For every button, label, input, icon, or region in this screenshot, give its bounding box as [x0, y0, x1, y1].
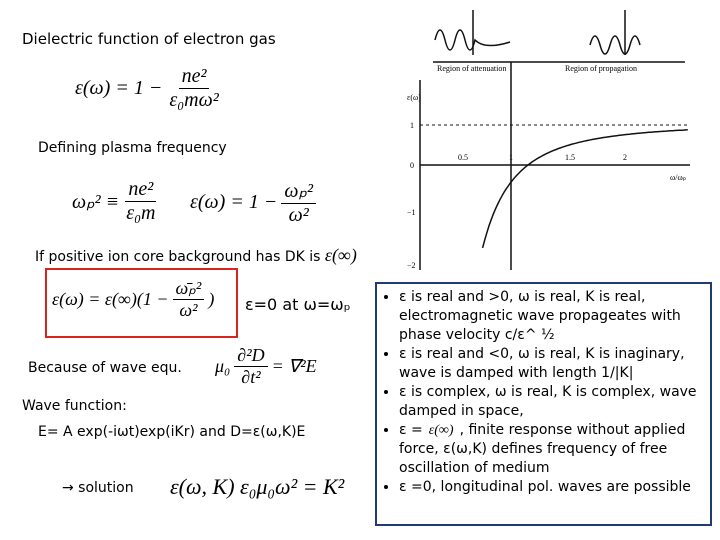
eq-part: ε(ω) = ε(∞)(1 −: [52, 289, 169, 309]
eq-num: ω̄ₚ²: [172, 278, 205, 300]
equation: ε(ω) = 1 − ne² ε₀mω²: [75, 65, 226, 112]
tick-label: −2: [407, 261, 416, 270]
eq-part: ωₚ² ≡: [72, 191, 120, 213]
highlight-box: [45, 268, 238, 338]
equation: ε(ω) = 1 − ωₚ² ω²: [190, 178, 320, 227]
equation: ε(ω, K) ε₀μ₀ω² = K²: [170, 474, 345, 499]
equation: ε(ω) = ε(∞)(1 − ω̄ₚ² ω² ): [52, 278, 214, 321]
label: → solution: [62, 480, 134, 496]
tick-label: −1: [407, 208, 416, 217]
bullet-list: ε is real and >0, ω is real, K is real, …: [381, 288, 706, 497]
bullet: ε =0, longitudinal pol. waves are possib…: [399, 478, 706, 497]
bullet: ε = ε(∞), finite response without applied…: [399, 421, 706, 478]
curve: [481, 129, 688, 249]
axis-label: ω/ωₚ: [670, 173, 686, 182]
bullet: ε is real and <0, ω is real, K is inagin…: [399, 345, 706, 383]
region-label: Region of propagation: [565, 64, 637, 73]
eq-num: ne²: [178, 65, 210, 89]
text: ε =: [399, 422, 423, 438]
wave: [434, 29, 511, 51]
eq-num: ne²: [125, 178, 157, 202]
eq-part: ): [208, 289, 215, 309]
figure: Region of attenuation Region of propagat…: [407, 10, 690, 270]
tick-label: 0: [410, 161, 414, 170]
tick-label: 2: [623, 153, 627, 162]
eq-den: ω²: [288, 204, 309, 226]
eq-part: μ₀: [215, 356, 231, 376]
note: ε=0 at ω=ωₚ: [245, 295, 351, 314]
eq-den: ω²: [179, 300, 198, 320]
tick-label: 1: [509, 153, 513, 162]
eq-num: ∂²D: [234, 345, 268, 367]
region-label: Region of attenuation: [437, 64, 506, 73]
text: If positive ion core background has DK i…: [35, 249, 321, 265]
text: ε is real and <0, ω is real, K is inagin…: [399, 346, 685, 381]
text: ε is complex, ω is real, K is complex, w…: [399, 384, 697, 419]
text: ε =0, longitudinal pol. waves are possib…: [399, 479, 691, 495]
tick-label: 1.5: [565, 153, 575, 162]
title: Dielectric function of electron gas: [22, 30, 276, 48]
bullet: ε is complex, ω is real, K is complex, w…: [399, 383, 706, 421]
eq-part: ε(ω) = 1 −: [75, 77, 163, 99]
eq-den: ε₀mω²: [169, 89, 219, 111]
axis-label: ε(ω): [407, 93, 421, 102]
label: Because of wave equ.: [28, 360, 182, 376]
eq-num: ωₚ²: [281, 178, 317, 204]
eq-part: = ∇²E: [271, 356, 317, 376]
tick-label: 0.5: [458, 153, 468, 162]
text: ε is real and >0, ω is real, K is real, …: [399, 289, 681, 343]
wave: [589, 35, 641, 55]
eq-den: ∂t²: [241, 367, 261, 387]
eq-part: ε(ω) = 1 −: [190, 191, 278, 213]
bullet-box: ε is real and >0, ω is real, K is real, …: [375, 282, 712, 526]
label: If positive ion core background has DK i…: [35, 245, 357, 266]
label: Wave function:: [22, 398, 127, 414]
tick-label: 1: [410, 121, 414, 130]
equation: ε(∞): [428, 423, 454, 438]
equation: μ₀ ∂²D ∂t² = ∇²E: [215, 345, 317, 388]
wave-sketch: [419, 10, 690, 270]
text: , finite response without applied force,…: [399, 422, 686, 476]
label: Defining plasma frequency: [38, 140, 227, 156]
text: E= A exp(-iωt)exp(iKr) and D=ε(ω,K)E: [38, 424, 306, 440]
equation: ε(∞): [324, 245, 357, 265]
eq-den: ε₀m: [126, 202, 156, 224]
bullet: ε is real and >0, ω is real, K is real, …: [399, 288, 706, 345]
equation: ωₚ² ≡ ne² ε₀m: [72, 178, 162, 225]
